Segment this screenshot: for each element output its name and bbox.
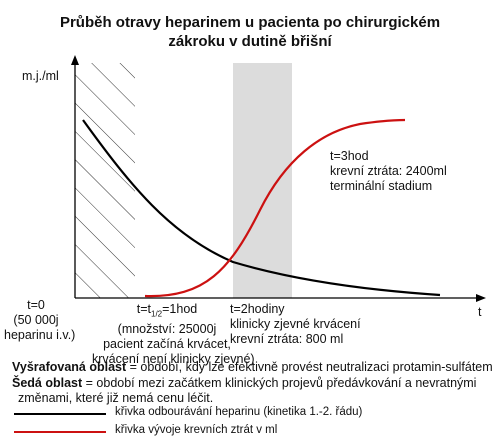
t-half-line2: (množství: 25000j — [117, 321, 217, 336]
grey-zone — [233, 63, 292, 298]
t0-line1: t=0 — [27, 298, 45, 312]
title-line-2: zákroku v dutině břišní — [168, 33, 332, 50]
blood-loss-curve — [144, 118, 406, 298]
t-half-line4: krvácení není klinicky zjevné) — [92, 351, 255, 366]
t2-annotation: t=2hodiny klinicky zjevné krvácení krevn… — [230, 302, 361, 347]
t-half-line1: t=t1/2=1hod — [92, 302, 242, 322]
heparin-curve — [82, 119, 441, 297]
t2-line2: klinicky zjevné krvácení — [230, 317, 361, 331]
legend-blood-line — [14, 431, 106, 433]
note-grey-cont: změnami, které již nemá cenu léčit. — [18, 391, 214, 405]
x-axis-arrow — [476, 294, 486, 302]
t-half-annotation: t=t1/2=1hod (množství: 25000j pacient za… — [92, 302, 255, 367]
t3-line1: t=3hod — [330, 149, 369, 163]
t2-line1: t=2hodiny — [230, 302, 285, 316]
title-line-1: Průběh otravy heparinem u pacienta po ch… — [59, 14, 441, 31]
t3-line3: terminální stadium — [330, 179, 433, 193]
y-axis-arrow — [71, 55, 79, 65]
t0-annotation: t=0 (50 000j heparinu i.v.) — [4, 298, 76, 343]
note-hatched-bold: Vyšrafovaná oblast — [12, 360, 127, 374]
t-half-prefix: t=t — [136, 302, 151, 316]
t0-line2: (50 000j — [13, 313, 59, 327]
x-axis-label: t — [478, 305, 482, 319]
t3-line2: krevní ztráta: 2400ml — [330, 164, 447, 178]
note-grey: Šedá oblast = období mezi začátkem klini… — [12, 376, 476, 391]
note-hatched: Vyšrafovaná oblast = období, kdy lze efe… — [12, 360, 493, 375]
y-axis-label: m.j./ml — [22, 69, 59, 83]
t2-line3: krevní ztráta: 800 ml — [230, 332, 344, 346]
hatched-zone — [75, 63, 135, 298]
legend-heparin-label: křivka odbourávání heparinu (kinetika 1.… — [115, 406, 363, 418]
legend-heparin-line — [14, 413, 106, 415]
legend-blood-label: křivka vývoje krevních ztrát v ml — [115, 424, 278, 436]
t0-line3: heparinu i.v.) — [4, 328, 76, 342]
t3-annotation: t=3hod krevní ztráta: 2400ml terminální … — [330, 149, 447, 194]
t-half-suffix: =1hod — [162, 302, 198, 316]
t-half-subscript: 1/2 — [151, 309, 163, 319]
note-grey-text: = období mezi začátkem klinických projev… — [82, 376, 477, 390]
note-hatched-text: = období, kdy lze efektivně provést neut… — [126, 360, 493, 374]
t-half-line3: pacient začíná krvácet, — [103, 336, 231, 351]
note-grey-bold: Šedá oblast — [12, 376, 83, 390]
